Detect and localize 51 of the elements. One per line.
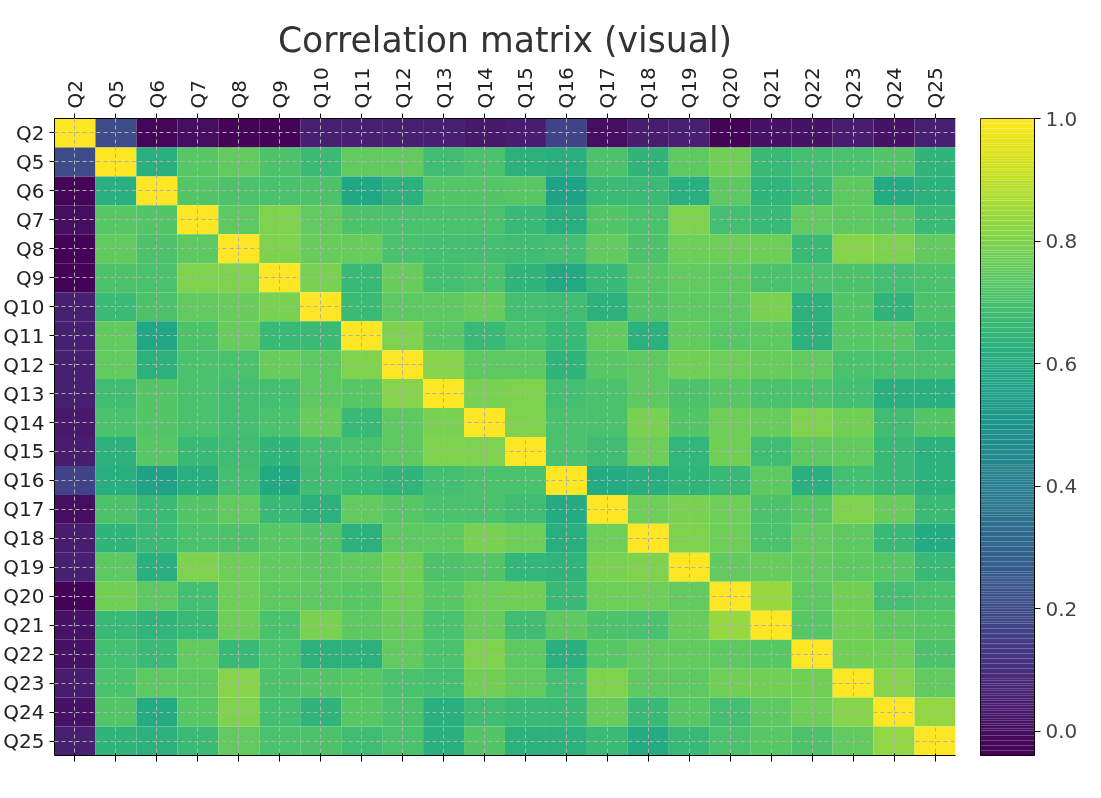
y-tick-label: Q19 (3, 555, 45, 580)
color-bar-label: 0.0 (1045, 719, 1078, 743)
x-tick-label: Q25 (923, 67, 948, 109)
y-tick-label: Q18 (3, 526, 45, 551)
y-tick-label: Q5 (16, 149, 45, 174)
y-tick-label: Q12 (3, 352, 45, 377)
x-tick-label: Q12 (390, 67, 415, 109)
y-tick-label: Q11 (3, 323, 45, 348)
x-tick-label: Q13 (431, 67, 456, 109)
y-tick-label: Q10 (3, 294, 45, 319)
y-tick-label: Q23 (3, 671, 45, 696)
y-tick-label: Q9 (16, 265, 45, 290)
x-tick-label: Q7 (185, 80, 210, 109)
x-tick-label: Q5 (103, 80, 128, 109)
x-tick-label: Q2 (62, 80, 87, 109)
y-tick-label: Q7 (16, 207, 45, 232)
y-tick-label: Q6 (16, 178, 45, 203)
y-tick-label: Q25 (3, 729, 45, 754)
y-tick-label: Q21 (3, 613, 45, 638)
x-tick-label: Q10 (308, 67, 333, 109)
color-bar-label: 0.2 (1045, 596, 1078, 621)
x-tick-label: Q14 (472, 67, 497, 109)
color-bar-label: 0.4 (1045, 474, 1078, 498)
y-tick-label: Q8 (16, 236, 45, 261)
x-tick-label: Q16 (554, 67, 579, 109)
chart-title: Correlation matrix (visual) (277, 19, 733, 60)
y-tick-label: Q24 (3, 700, 45, 725)
x-tick-label: Q23 (841, 67, 866, 109)
x-tick-label: Q19 (677, 67, 702, 109)
y-tick-label: Q13 (3, 381, 45, 406)
y-tick-label: Q16 (3, 468, 45, 493)
x-tick-label: Q21 (759, 67, 784, 109)
y-tick-label: Q17 (3, 497, 45, 522)
x-tick-label: Q6 (144, 80, 169, 109)
y-tick-label: Q22 (3, 642, 45, 667)
color-bar-label: 0.8 (1045, 229, 1078, 253)
y-tick-label: Q15 (3, 439, 45, 464)
x-tick-label: Q20 (718, 67, 743, 109)
x-tick-label: Q17 (595, 67, 620, 109)
x-tick-label: Q9 (267, 80, 292, 109)
y-tick-label: Q14 (3, 410, 45, 435)
y-tick-label: Q20 (3, 584, 45, 609)
y-tick-label: Q2 (16, 120, 45, 145)
color-bar-label: 1.0 (1045, 106, 1078, 131)
x-tick-label: Q15 (513, 67, 538, 109)
x-tick-label: Q22 (800, 67, 825, 109)
x-tick-label: Q11 (349, 67, 374, 109)
x-tick-label: Q8 (226, 80, 251, 109)
x-tick-label: Q24 (882, 67, 907, 109)
x-tick-label: Q18 (636, 67, 661, 109)
color-bar-label: 0.6 (1045, 351, 1078, 376)
